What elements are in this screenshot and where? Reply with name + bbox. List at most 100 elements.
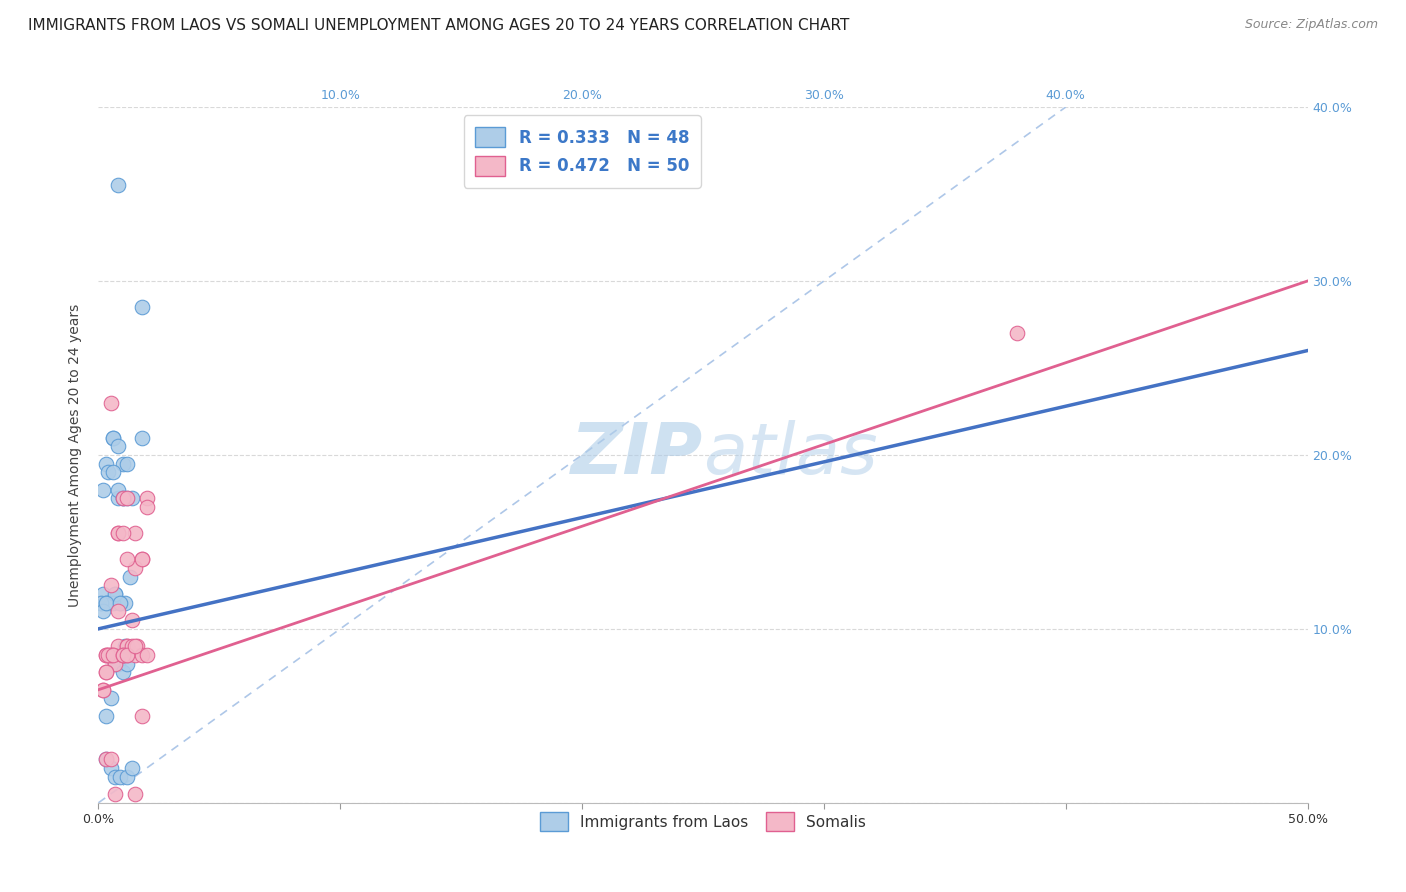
- Point: [101, 466, 124, 480]
- Text: Source: ZipAtlas.com: Source: ZipAtlas.com: [1244, 18, 1378, 31]
- Point: [117, 648, 139, 662]
- Point: [124, 648, 146, 662]
- Point: [121, 639, 143, 653]
- Point: [111, 491, 134, 506]
- Text: ZIP: ZIP: [571, 420, 703, 490]
- Point: [117, 657, 139, 671]
- Point: [94, 457, 117, 471]
- Point: [107, 439, 129, 453]
- Point: [117, 491, 139, 506]
- Point: [131, 430, 153, 444]
- Point: [97, 466, 120, 480]
- Y-axis label: Unemployment Among Ages 20 to 24 years: Unemployment Among Ages 20 to 24 years: [69, 303, 83, 607]
- Point: [100, 578, 122, 592]
- Point: [94, 752, 117, 766]
- Point: [97, 596, 120, 610]
- Point: [107, 526, 129, 541]
- Point: [107, 178, 129, 193]
- Point: [131, 552, 153, 566]
- Point: [107, 491, 129, 506]
- Point: [94, 752, 117, 766]
- Point: [111, 648, 134, 662]
- Point: [91, 483, 114, 497]
- Text: atlas: atlas: [703, 420, 877, 490]
- Point: [111, 665, 134, 680]
- Point: [101, 648, 124, 662]
- Point: [117, 457, 139, 471]
- Point: [107, 526, 129, 541]
- Point: [117, 491, 139, 506]
- Point: [107, 639, 129, 653]
- Point: [124, 561, 146, 575]
- Point: [94, 596, 117, 610]
- Point: [131, 648, 153, 662]
- Point: [100, 596, 122, 610]
- Point: [100, 761, 122, 775]
- Point: [100, 752, 122, 766]
- Point: [100, 648, 122, 662]
- Point: [94, 648, 117, 662]
- Point: [118, 570, 141, 584]
- Point: [94, 665, 117, 680]
- Point: [90, 596, 112, 610]
- Text: IMMIGRANTS FROM LAOS VS SOMALI UNEMPLOYMENT AMONG AGES 20 TO 24 YEARS CORRELATIO: IMMIGRANTS FROM LAOS VS SOMALI UNEMPLOYM…: [28, 18, 849, 33]
- Point: [111, 648, 134, 662]
- Point: [107, 657, 129, 671]
- Point: [104, 787, 127, 801]
- Point: [104, 587, 127, 601]
- Legend: Immigrants from Laos, Somalis: Immigrants from Laos, Somalis: [534, 806, 872, 837]
- Point: [91, 682, 114, 697]
- Point: [111, 648, 134, 662]
- Point: [131, 708, 153, 723]
- Point: [135, 500, 157, 514]
- Point: [117, 648, 139, 662]
- Point: [117, 770, 139, 784]
- Point: [104, 587, 127, 601]
- Point: [111, 457, 134, 471]
- Point: [111, 491, 134, 506]
- Point: [94, 665, 117, 680]
- Point: [104, 657, 127, 671]
- Point: [107, 605, 129, 619]
- Point: [104, 657, 127, 671]
- Point: [124, 787, 146, 801]
- Point: [117, 639, 139, 653]
- Point: [104, 770, 127, 784]
- Point: [131, 552, 153, 566]
- Point: [90, 596, 112, 610]
- Point: [117, 552, 139, 566]
- Point: [124, 526, 146, 541]
- Point: [135, 491, 157, 506]
- Point: [100, 691, 122, 706]
- Point: [91, 682, 114, 697]
- Point: [108, 596, 131, 610]
- Point: [101, 648, 124, 662]
- Point: [107, 483, 129, 497]
- Point: [100, 395, 122, 409]
- Point: [111, 648, 134, 662]
- Point: [97, 648, 120, 662]
- Point: [121, 491, 143, 506]
- Point: [108, 770, 131, 784]
- Point: [100, 648, 122, 662]
- Point: [101, 430, 124, 444]
- Point: [117, 639, 139, 653]
- Point: [111, 526, 134, 541]
- Point: [101, 430, 124, 444]
- Point: [121, 613, 143, 627]
- Point: [97, 648, 120, 662]
- Point: [114, 596, 136, 610]
- Point: [94, 596, 117, 610]
- Point: [91, 587, 114, 601]
- Point: [94, 648, 117, 662]
- Point: [121, 761, 143, 775]
- Point: [94, 708, 117, 723]
- Point: [101, 596, 124, 610]
- Point: [94, 596, 117, 610]
- Point: [135, 648, 157, 662]
- Point: [108, 596, 131, 610]
- Point: [1007, 326, 1029, 340]
- Point: [111, 491, 134, 506]
- Point: [131, 300, 153, 314]
- Point: [127, 639, 149, 653]
